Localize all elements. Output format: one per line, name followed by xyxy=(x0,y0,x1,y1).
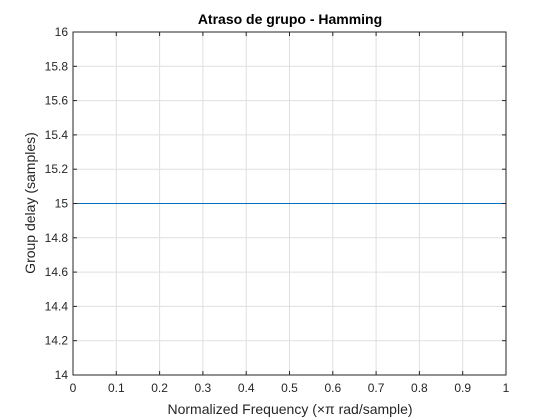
x-tick-label: 0.3 xyxy=(195,381,212,395)
y-tick-label: 14.4 xyxy=(45,299,69,313)
y-tick-label: 14.8 xyxy=(45,231,69,245)
x-tick-label: 0.8 xyxy=(411,381,428,395)
y-tick-label: 15.4 xyxy=(45,128,69,142)
chart-title: Atraso de grupo - Hamming xyxy=(198,11,382,27)
x-tick-label: 0.4 xyxy=(238,381,255,395)
y-tick-label: 15.6 xyxy=(45,94,69,108)
x-tick-label: 0.5 xyxy=(281,381,298,395)
y-tick-label: 15.8 xyxy=(45,59,69,73)
y-tick-label: 14.2 xyxy=(45,334,69,348)
y-axis-ticks: 14 14.2 14.4 14.6 14.8 15 15.2 15.4 15.6 15.8 16 xyxy=(45,25,506,382)
x-tick-label: 0 xyxy=(70,381,77,395)
x-tick-label: 0.1 xyxy=(108,381,125,395)
x-tick-label: 1 xyxy=(503,381,510,395)
x-tick-label: 0.6 xyxy=(324,381,341,395)
x-tick-label: 0.2 xyxy=(151,381,168,395)
x-tick-label: 0.7 xyxy=(368,381,385,395)
y-tick-label: 15.2 xyxy=(45,162,69,176)
y-tick-label: 14 xyxy=(55,368,69,382)
x-tick-label: 0.9 xyxy=(454,381,471,395)
x-axis-ticks: 0 0.1 0.2 0.3 0.4 0.5 0.6 0.7 0.8 0.9 1 xyxy=(70,32,510,395)
y-axis-label: Group delay (samples) xyxy=(22,132,38,274)
y-tick-label: 16 xyxy=(55,25,69,39)
x-axis-label: Normalized Frequency (×π rad/sample) xyxy=(167,401,412,417)
y-tick-label: 15 xyxy=(55,197,69,211)
y-tick-label: 14.6 xyxy=(45,265,69,279)
